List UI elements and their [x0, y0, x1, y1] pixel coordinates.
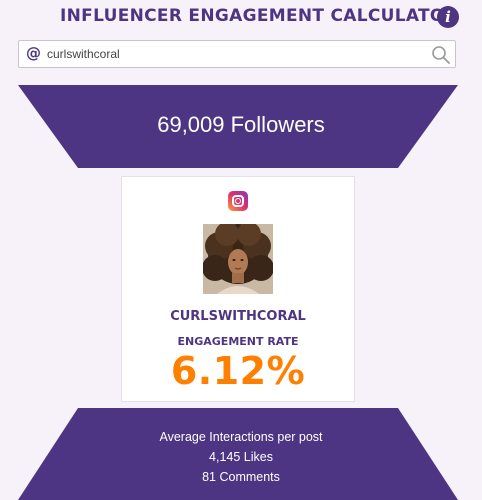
- engagement-rate-label: ENGAGEMENT RATE: [177, 335, 299, 348]
- search-bar: @: [18, 40, 456, 68]
- followers-count: 69,009 Followers: [157, 112, 325, 137]
- search-icon[interactable]: [431, 45, 451, 65]
- username-label: CURLSWITHCORAL: [170, 309, 306, 324]
- header: INFLUENCER ENGAGEMENT CALCULATOR i: [0, 0, 482, 36]
- profile-card: CURLSWITHCORAL ENGAGEMENT RATE 6.12%: [121, 176, 355, 402]
- likes-count: 4,145 Likes: [209, 450, 273, 464]
- interactions-banner: [18, 408, 458, 500]
- interactions-stats: Average Interactions per post 4,145 Like…: [0, 427, 482, 487]
- info-icon[interactable]: i: [437, 6, 459, 28]
- instagram-icon: [228, 191, 248, 211]
- interactions-heading: Average Interactions per post: [159, 430, 323, 444]
- followers-banner: [18, 85, 458, 168]
- comments-count: 81 Comments: [202, 470, 280, 484]
- page-title: INFLUENCER ENGAGEMENT CALCULATOR: [60, 6, 459, 26]
- avatar: [203, 224, 273, 294]
- engagement-rate-value: 6.12%: [170, 349, 306, 393]
- username-input[interactable]: [47, 44, 417, 64]
- at-icon: @: [26, 44, 41, 62]
